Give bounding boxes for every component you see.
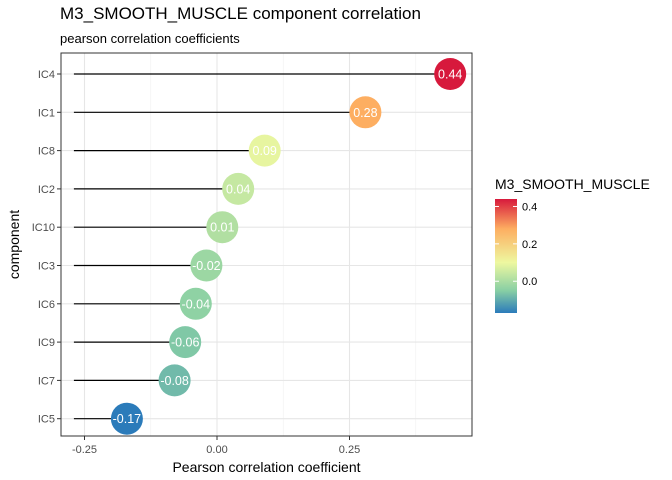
lollipop-point (206, 211, 239, 244)
y-tick-label: IC9 (38, 337, 55, 349)
y-tick-label: IC4 (38, 69, 55, 81)
x-tick-label: -0.25 (72, 444, 97, 456)
y-tick-label: IC3 (38, 261, 55, 273)
data-label: 0.09 (253, 144, 277, 158)
lollipop-points: 0.44 0.28 0.09 0.04 0.01 -0.02 -0.04 -0.06 -0.08… (110, 58, 467, 435)
axes: IC4 IC1 IC8 IC2 IC10 IC3 IC6 IC9 IC7 IC5 -0.25 0.00… (6, 52, 473, 475)
data-label: -0.02 (192, 259, 221, 273)
lollipop-point (222, 172, 255, 205)
lollipop-point (169, 326, 202, 359)
y-tick-label: IC7 (38, 375, 55, 387)
lollipop-point (158, 364, 191, 397)
y-tick-label: IC5 (38, 414, 55, 426)
data-label: -0.08 (160, 374, 189, 388)
x-tick-label: 0.00 (206, 444, 227, 456)
lollipop-point (190, 249, 223, 282)
data-label: -0.17 (113, 412, 142, 426)
legend-tick-label: 0.2 (522, 239, 537, 251)
lollipop-point (349, 96, 382, 129)
data-label: 0.04 (226, 182, 250, 196)
x-tick-label: 0.25 (339, 444, 360, 456)
lollipop-point (179, 287, 212, 320)
grid-lines (61, 53, 472, 436)
lollipop-point (248, 134, 281, 167)
lollipop-segments (73, 73, 451, 420)
legend-colorbar (495, 199, 517, 313)
lollipop-point (110, 402, 143, 435)
data-label: -0.06 (171, 336, 200, 350)
y-axis-title: component (6, 210, 22, 279)
legend-tick-label: 0.0 (522, 276, 537, 288)
data-label: -0.04 (182, 297, 211, 311)
chart-subtitle: pearson correlation coefficients (60, 31, 240, 46)
data-label: 0.28 (353, 106, 377, 120)
color-legend: 0.0 0.2 0.4 (495, 199, 537, 313)
x-axis-title: Pearson correlation coefficient (172, 459, 360, 475)
legend-title: M3_SMOOTH_MUSCLE (495, 176, 650, 192)
y-tick-label: IC10 (32, 222, 55, 234)
y-tick-label: IC2 (38, 184, 55, 196)
data-label: 0.01 (210, 221, 234, 235)
y-tick-label: IC8 (38, 146, 55, 158)
legend-tick-label: 0.4 (522, 201, 537, 213)
lollipop-point (434, 58, 467, 90)
plot-panel (61, 53, 472, 436)
chart-title: M3_SMOOTH_MUSCLE component correlation (60, 4, 421, 23)
panel-border (60, 52, 473, 437)
data-label: 0.44 (438, 68, 462, 82)
y-tick-label: IC1 (38, 107, 55, 119)
y-tick-label: IC6 (38, 299, 55, 311)
